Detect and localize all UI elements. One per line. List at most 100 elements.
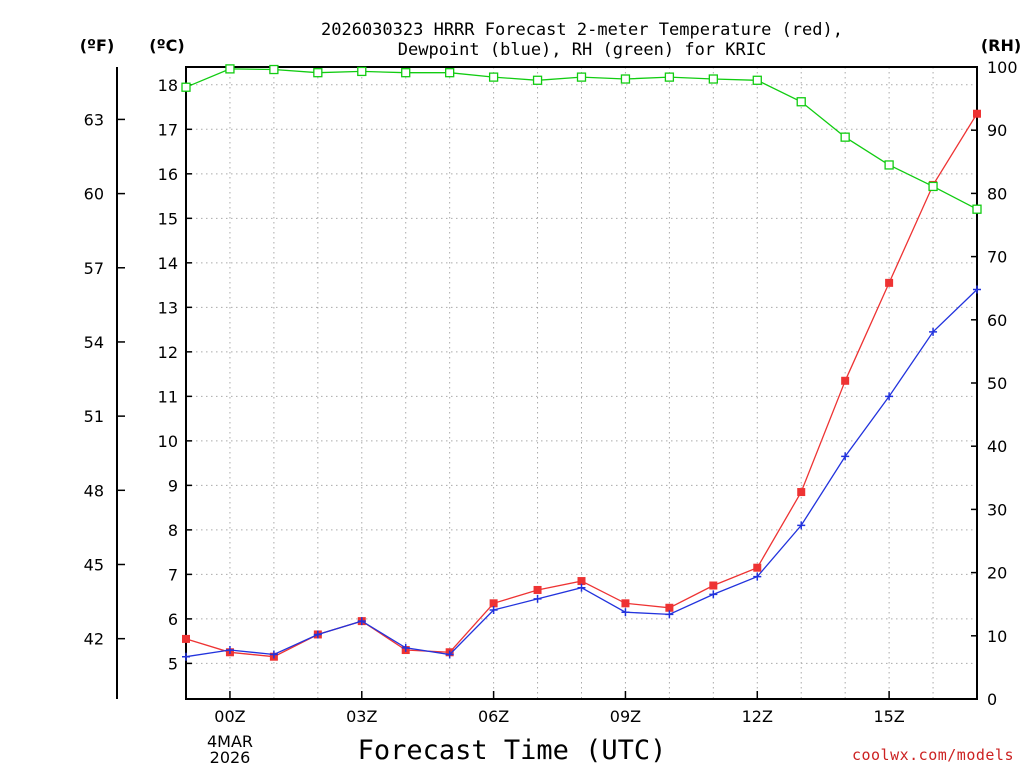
temperature-point	[841, 376, 850, 385]
dewpoint-point	[445, 650, 454, 659]
celsius-tick-label: 8	[168, 521, 178, 540]
x-tick-label: 15Z	[873, 707, 904, 726]
credit-text: coolwx.com/models	[852, 746, 1014, 764]
temperature-point	[665, 603, 674, 612]
fahrenheit-tick-label: 63	[84, 110, 104, 129]
chart-title-line-1: 2026030323 HRRR Forecast 2-meter Tempera…	[321, 20, 843, 40]
x-tick-label: 09Z	[610, 707, 641, 726]
chart-title-line-2: Dewpoint (blue), RH (green) for KRIC	[398, 40, 766, 60]
dewpoint-point	[797, 521, 806, 530]
temperature-point	[621, 599, 630, 608]
rh-point	[840, 132, 850, 142]
temperature-point	[885, 278, 894, 287]
x-axis-title: Forecast Time (UTC)	[358, 735, 667, 766]
rh-point	[796, 97, 806, 107]
dewpoint-point	[269, 650, 278, 659]
date-label-year: 2026	[210, 748, 251, 767]
rh-point	[620, 74, 631, 84]
dewpoint-point	[665, 610, 674, 619]
dewpoint-point	[885, 392, 894, 401]
rh-point	[532, 75, 543, 85]
rh-tick-label: 100	[987, 58, 1018, 77]
temperature-point	[973, 109, 981, 118]
rh-point	[357, 66, 367, 77]
celsius-tick-label: 13	[158, 298, 178, 317]
temperature-point	[577, 577, 586, 586]
dewpoint-point	[973, 285, 981, 294]
fahrenheit-tick-label: 54	[84, 333, 104, 352]
rh-tick-label: 80	[987, 184, 1007, 203]
x-tick-label: 00Z	[214, 707, 245, 726]
dewpoint-point	[577, 583, 586, 592]
celsius-tick-label: 10	[158, 432, 178, 451]
rh-series	[181, 64, 982, 214]
celsius-tick-label: 15	[158, 209, 178, 228]
temperature-point	[489, 599, 498, 608]
dewpoint-point	[929, 327, 938, 336]
dewpoint-point	[489, 605, 498, 614]
date-label-month-day: 4MAR	[207, 732, 253, 751]
celsius-tick-label: 9	[168, 476, 178, 495]
celsius-tick-label: 12	[158, 343, 178, 362]
dewpoint-point	[313, 630, 322, 639]
rh-point	[928, 181, 938, 192]
dewpoint-point	[709, 590, 718, 599]
fahrenheit-unit-label: (ºF)	[80, 36, 115, 55]
axis-ticks: 5 6 7 8 9 10 11 12 13 14 15 16 17 18 42 45 48 51 54 57 60 63 0…	[84, 58, 1018, 726]
dewpoint-point	[841, 452, 850, 461]
rh-tick-label: 50	[987, 374, 1007, 393]
fahrenheit-tick-label: 60	[84, 185, 104, 204]
dewpoint-series	[182, 285, 981, 661]
celsius-tick-label: 11	[158, 387, 178, 406]
fahrenheit-tick-label: 51	[84, 407, 104, 426]
fahrenheit-tick-label: 42	[84, 630, 104, 649]
rh-tick-label: 60	[987, 311, 1007, 330]
rh-unit-label: (RH)	[981, 36, 1021, 55]
rh-point	[884, 160, 894, 170]
temperature-point	[797, 488, 806, 497]
celsius-tick-label: 16	[158, 165, 178, 184]
fahrenheit-tick-label: 57	[84, 259, 104, 278]
x-tick-label: 06Z	[478, 707, 509, 726]
rh-point	[664, 72, 675, 82]
dewpoint-point	[533, 594, 542, 603]
rh-point	[445, 68, 455, 78]
rh-tick-label: 10	[987, 627, 1007, 646]
temperature-point	[753, 563, 762, 572]
celsius-unit-label: (ºC)	[149, 36, 184, 55]
rh-tick-label: 70	[987, 248, 1007, 267]
temperature-point	[533, 585, 542, 594]
x-tick-label: 12Z	[742, 707, 773, 726]
rh-point	[708, 74, 718, 84]
celsius-tick-label: 6	[168, 610, 178, 629]
rh-point	[181, 82, 191, 92]
fahrenheit-tick-label: 45	[84, 555, 104, 574]
dewpoint-point	[225, 646, 234, 655]
celsius-tick-label: 5	[168, 654, 178, 673]
rh-point	[972, 204, 982, 214]
rh-tick-label: 20	[987, 564, 1007, 583]
rh-point	[313, 68, 323, 78]
rh-tick-label: 0	[987, 690, 997, 709]
data-series	[181, 64, 982, 661]
dewpoint-point	[357, 617, 366, 626]
temperature-point	[709, 581, 718, 590]
fahrenheit-tick-label: 48	[84, 481, 104, 500]
rh-tick-label: 40	[987, 437, 1007, 456]
grid-lines	[186, 67, 977, 699]
rh-point	[488, 72, 499, 82]
rh-point	[225, 64, 235, 74]
celsius-tick-label: 14	[158, 254, 178, 273]
temperature-point	[182, 634, 190, 643]
dewpoint-point	[182, 652, 190, 661]
rh-point	[752, 75, 762, 85]
dewpoint-point	[753, 572, 762, 581]
rh-tick-label: 30	[987, 500, 1007, 519]
x-tick-label: 03Z	[346, 707, 377, 726]
celsius-tick-label: 17	[158, 120, 178, 139]
temperature-line	[185, 113, 978, 658]
celsius-tick-label: 7	[168, 565, 178, 584]
rh-point	[401, 68, 411, 78]
dewpoint-point	[621, 608, 630, 617]
